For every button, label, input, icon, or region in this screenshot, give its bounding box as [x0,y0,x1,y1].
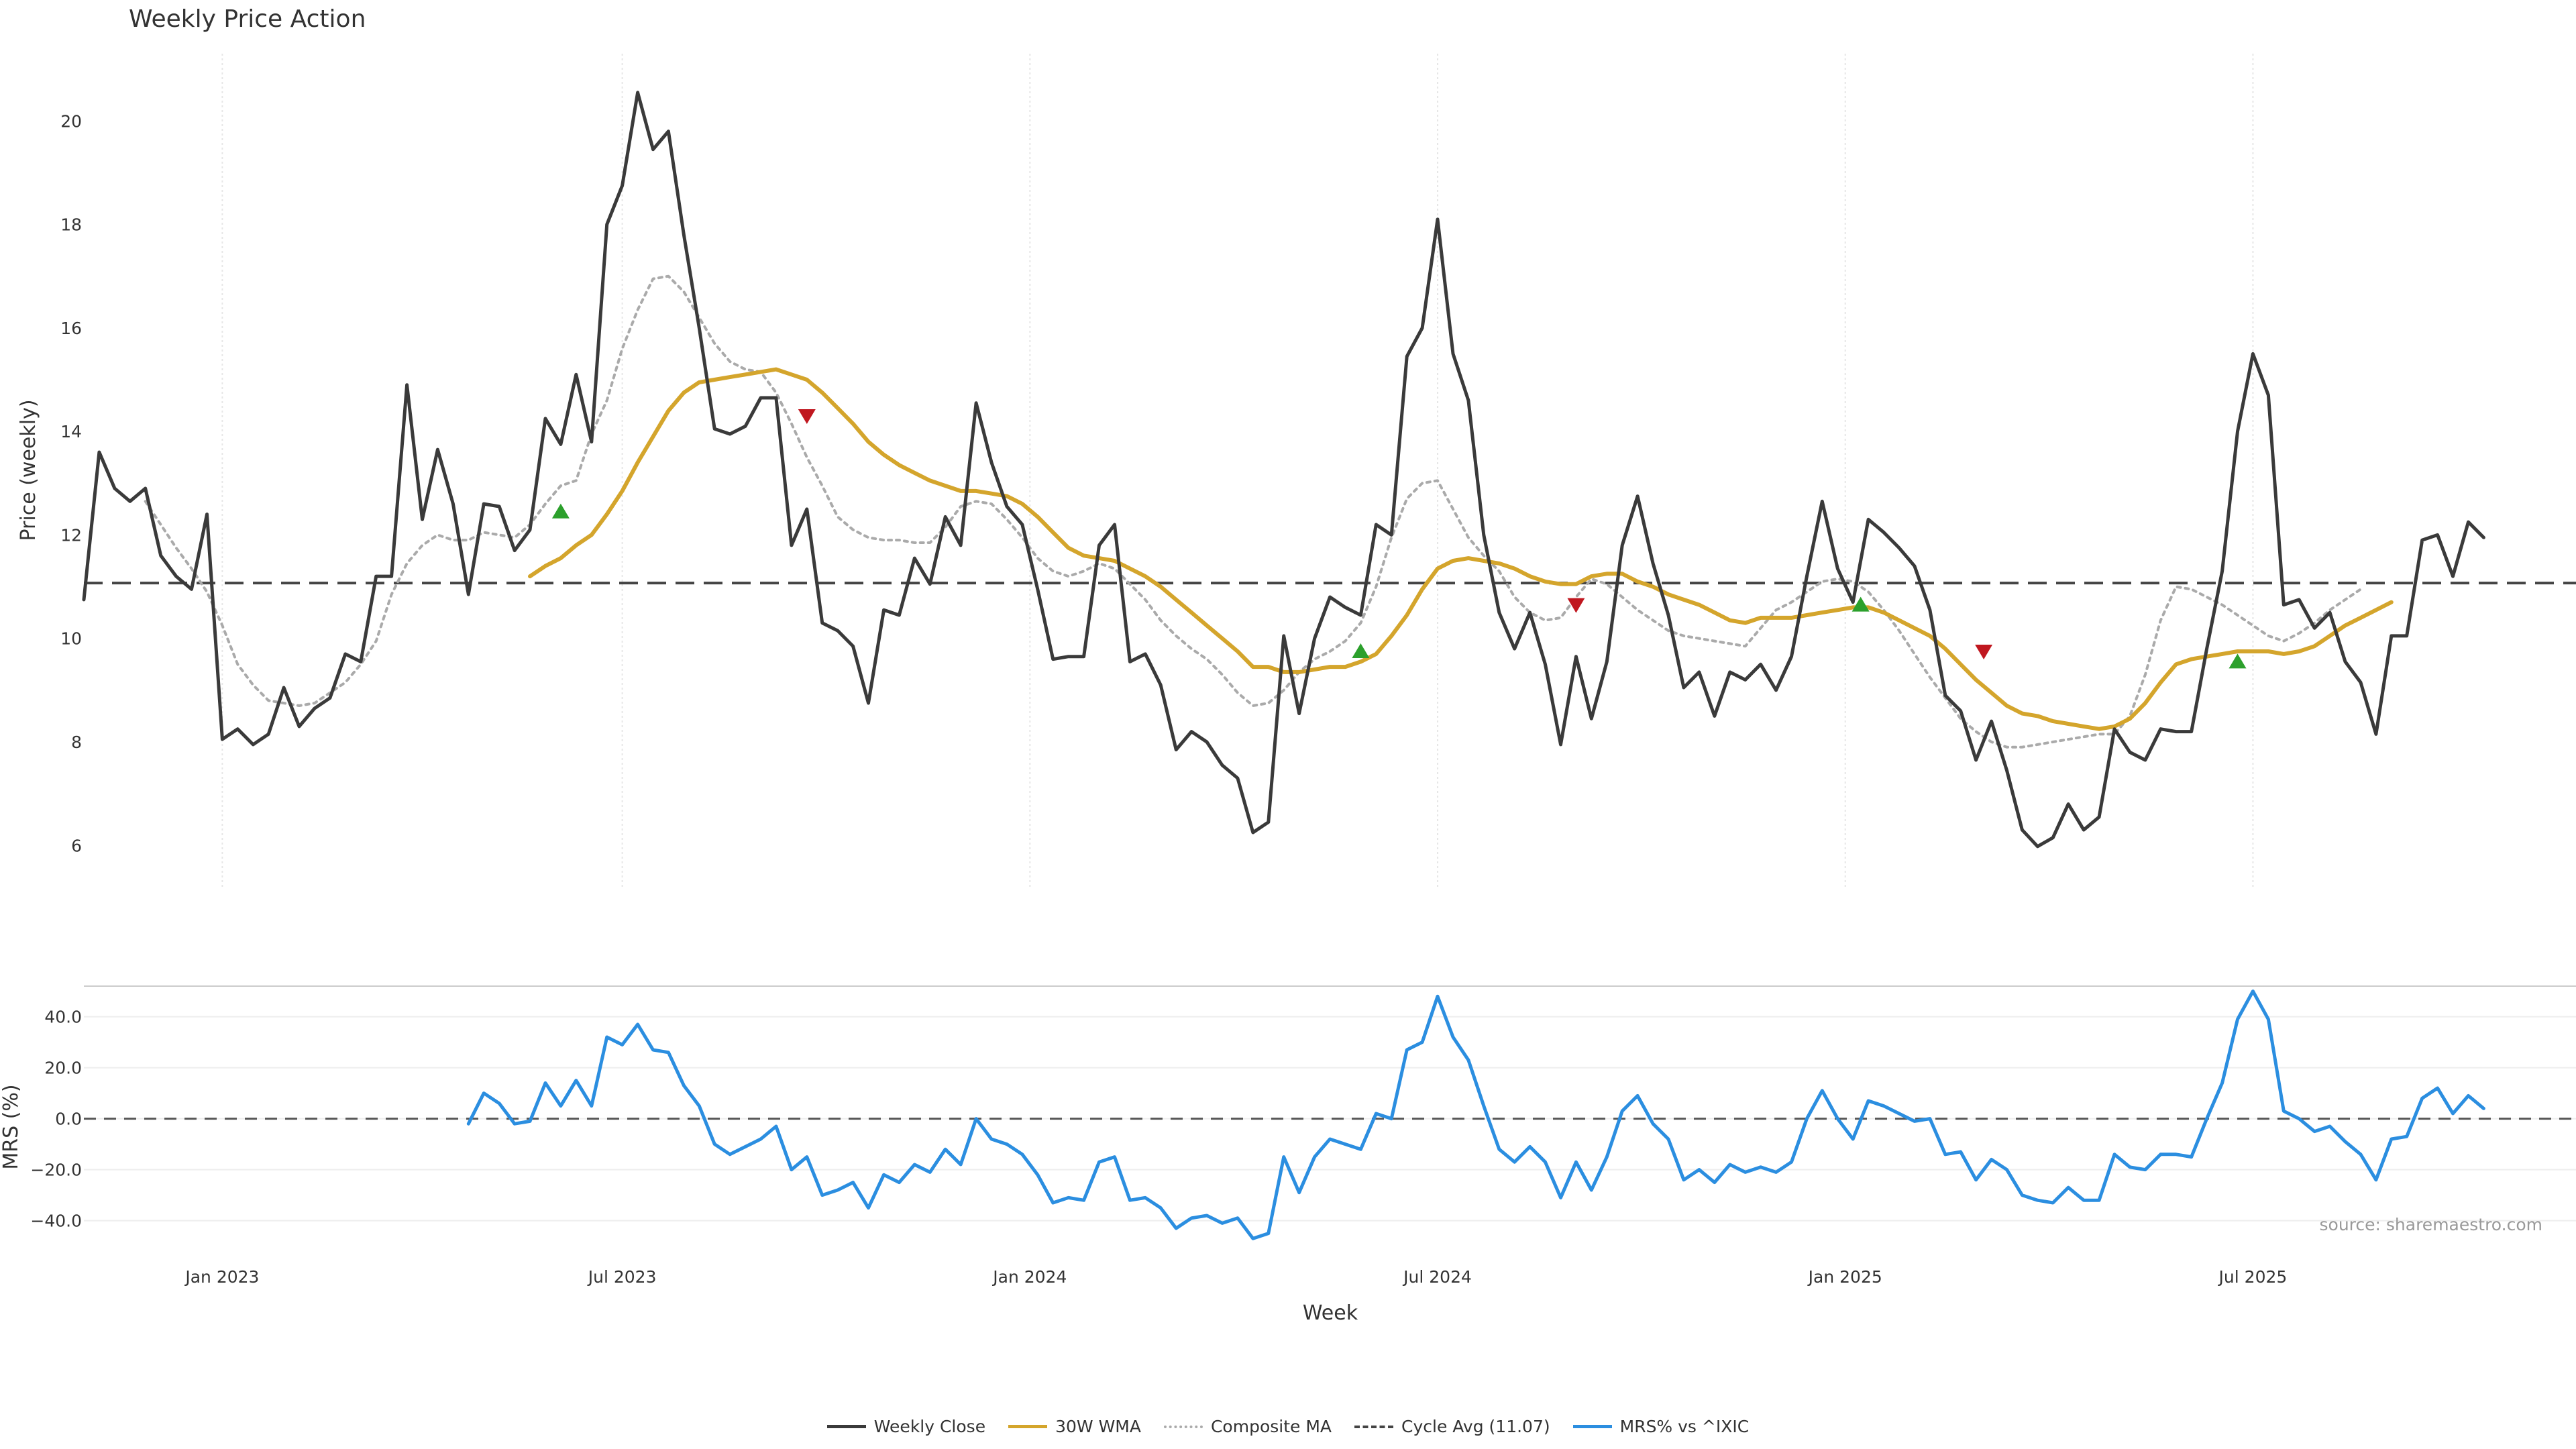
buy-signal-marker [1851,596,1870,612]
legend-swatch [1008,1425,1048,1428]
legend-swatch [1163,1425,1203,1428]
buy-signal-marker [551,503,570,519]
x-axis-label: Week [1303,1301,1358,1325]
legend-label: MRS% vs ^IXIC [1619,1417,1750,1436]
legend-swatch [1572,1425,1612,1428]
price-y-tick-label: 12 [60,525,82,545]
source-text: source: sharemaestro.com [2320,1215,2543,1234]
legend-label: Weekly Close [873,1417,986,1436]
mrs-y-tick-label: −40.0 [30,1212,82,1231]
x-tick-label: Jul 2025 [2218,1267,2288,1287]
legend-swatch [826,1425,866,1428]
price-y-tick-label: 6 [71,836,82,855]
x-tick-label: Jul 2024 [1402,1267,1472,1287]
price-axis-label: Price (weekly) [17,399,40,541]
mrs-y-tick-label: 40.0 [44,1008,82,1027]
legend-label: Cycle Avg (11.07) [1401,1417,1550,1436]
legend-item: Cycle Avg (11.07) [1354,1417,1550,1436]
chart-legend: Weekly Close 30W WMA Composite MA Cycle Avg… [0,1417,2576,1436]
legend-swatch [1354,1425,1394,1428]
price-lines [82,91,2576,1240]
grid-lines [84,54,2576,1222]
legend-label: Composite MA [1210,1417,1332,1436]
mrs-y-tick-label: 20.0 [44,1059,82,1078]
mrs-line [466,989,2485,1240]
sell-signal-marker [798,409,816,424]
x-tick-label: Jul 2023 [587,1267,657,1287]
price-y-tick-label: 16 [60,319,82,338]
price-y-tick-label: 8 [71,733,82,752]
weekly-close-line [82,91,2485,849]
legend-item: Weekly Close [826,1417,986,1436]
chart-title: Weekly Price Action [129,5,366,33]
legend-item: MRS% vs ^IXIC [1572,1417,1750,1436]
buy-signal-marker [1352,643,1370,658]
legend-item: 30W WMA [1008,1417,1141,1436]
price-y-tick-label: 14 [60,422,82,441]
x-tick-label: Jan 2025 [1807,1267,1882,1287]
x-tick-label: Jan 2023 [184,1267,259,1287]
x-tick-label: Jan 2024 [991,1267,1067,1287]
price-y-tick-label: 10 [60,629,82,649]
legend-label: 30W WMA [1055,1417,1141,1436]
signal-markers [551,409,2247,669]
mrs-y-tick-label: 0.0 [55,1110,82,1129]
composite-ma-line [144,274,2362,749]
price-y-tick-label: 18 [60,215,82,235]
wma-30w-line [528,367,2394,731]
sell-signal-marker [1975,645,1993,659]
axis-ticks: Jan 2023 Jul 2023 Jan 2024 Jul 2024 Jan 2025… [30,111,2287,1287]
buy-signal-marker [2229,653,2247,669]
price-y-tick-label: 20 [60,111,82,131]
mrs-y-tick-label: −20.0 [30,1161,82,1180]
legend-item: Composite MA [1163,1417,1332,1436]
sell-signal-marker [1567,598,1585,613]
mrs-axis-label: MRS (%) [0,1084,23,1169]
